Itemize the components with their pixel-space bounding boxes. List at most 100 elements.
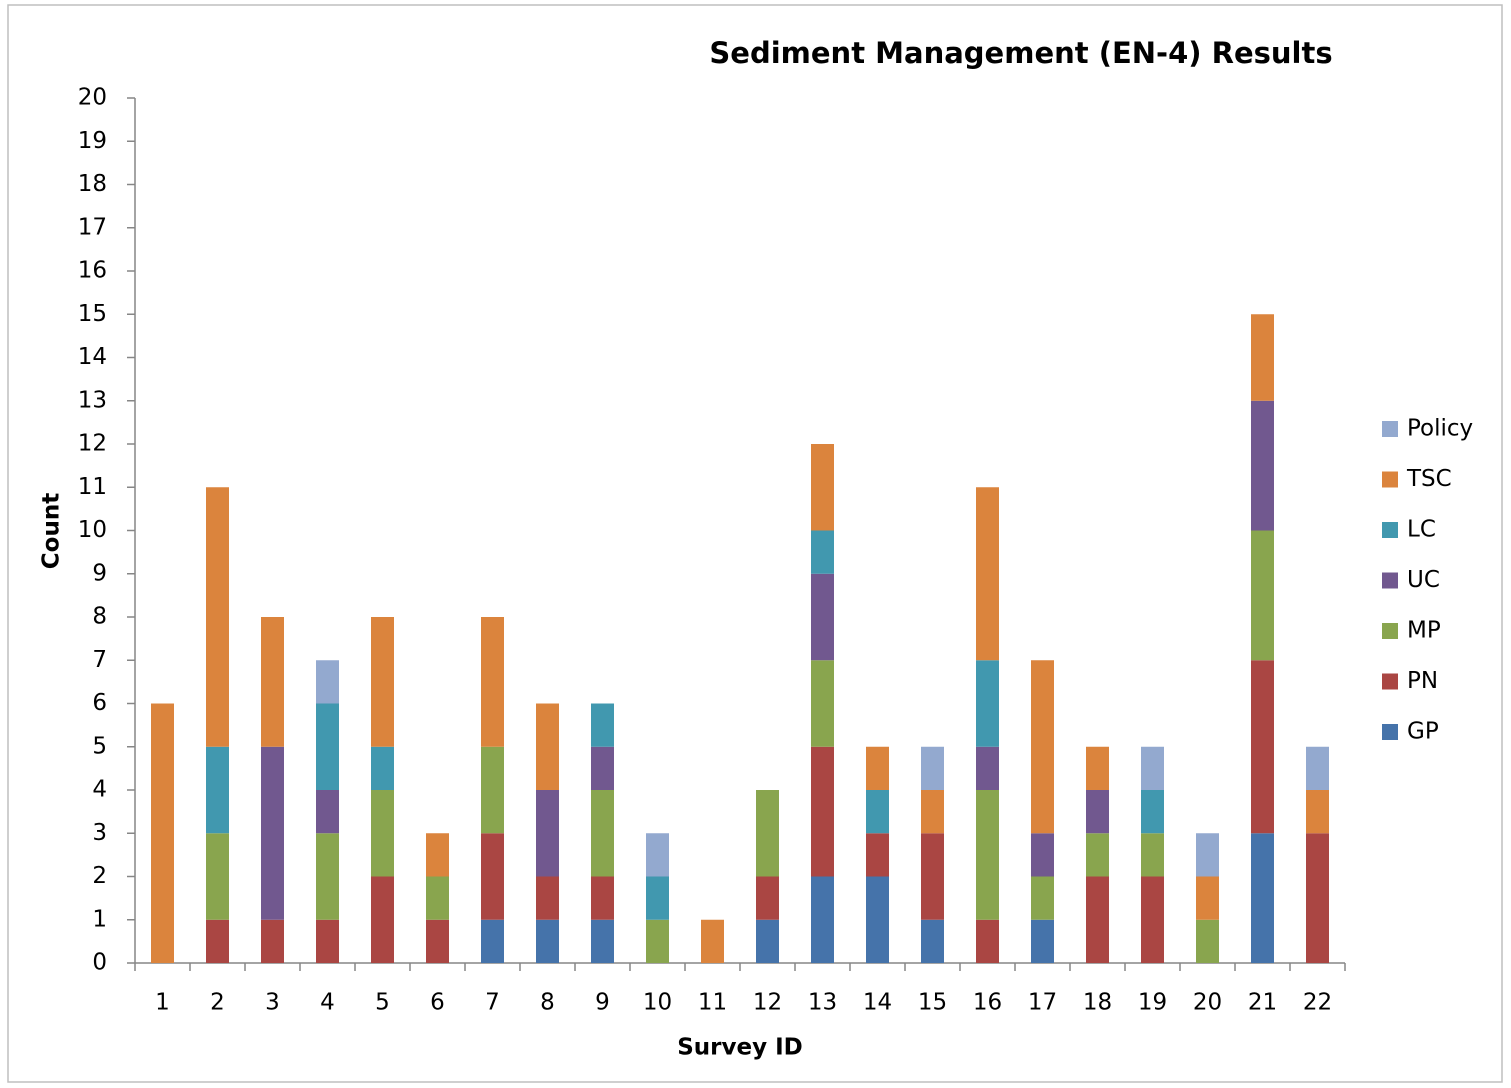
bar-segment [1196, 833, 1219, 877]
bar-segment [1196, 919, 1219, 963]
bar-segment [371, 790, 394, 877]
bar-segment [426, 876, 449, 920]
bar-segment [646, 833, 669, 877]
bar-segment [921, 746, 944, 790]
y-tick-label: 14 [78, 344, 107, 370]
bar-segment [756, 919, 779, 963]
legend-swatch [1382, 421, 1398, 437]
bar-segment [316, 660, 339, 704]
bar-segment [646, 876, 669, 920]
bar-segment [1141, 790, 1164, 834]
bar-segment [701, 919, 724, 963]
legend-label: UC [1407, 567, 1440, 593]
x-tick-label: 14 [863, 990, 892, 1016]
bar-segment [1031, 876, 1054, 920]
bar-segment [921, 833, 944, 920]
y-tick-label: 9 [92, 560, 107, 586]
y-tick-label: 1 [92, 906, 107, 932]
bar-segment [811, 530, 834, 574]
y-tick-label: 19 [78, 128, 107, 154]
x-tick-label: 3 [265, 990, 280, 1016]
bar-segment [151, 703, 174, 963]
bar-segment [206, 919, 229, 963]
bar-segment [481, 617, 504, 747]
y-tick-label: 8 [92, 604, 107, 630]
bar-segment [1086, 876, 1109, 963]
bar-segment [1251, 530, 1274, 661]
bar-segment [371, 617, 394, 747]
bar-segment [481, 746, 504, 834]
x-tick-label: 1 [155, 990, 170, 1016]
bar-segment [866, 876, 889, 963]
bar-segment [1141, 876, 1164, 963]
bar-segment [1086, 790, 1109, 834]
bar-segment [1031, 660, 1054, 834]
chart-frame [7, 4, 1503, 1083]
bar-segment [1141, 746, 1164, 790]
x-tick-label: 8 [540, 990, 555, 1016]
x-tick-label: 11 [698, 990, 727, 1016]
bar-segment [536, 703, 559, 790]
bar-segment [811, 876, 834, 963]
y-tick-label: 3 [92, 820, 107, 846]
y-tick-label: 5 [92, 733, 107, 759]
bar-segment [316, 790, 339, 834]
bar-segment [206, 833, 229, 920]
bar-segment [811, 444, 834, 531]
x-axis-label: Survey ID [677, 1035, 803, 1061]
bar-segment [1196, 876, 1219, 920]
bar-segment [591, 790, 614, 877]
bar-segment [316, 919, 339, 963]
y-tick-label: 15 [78, 301, 107, 327]
x-tick-label: 15 [918, 990, 947, 1016]
bar-segment [1141, 833, 1164, 877]
bar-segment [1251, 833, 1274, 963]
bar-segment [921, 919, 944, 963]
bar-segment [1251, 400, 1274, 531]
y-tick-label: 4 [92, 777, 107, 803]
bar-segment [1251, 314, 1274, 401]
legend-swatch [1382, 572, 1398, 589]
x-tick-label: 13 [808, 990, 837, 1016]
bar-segment [1251, 660, 1274, 834]
bar-segment [976, 746, 999, 790]
y-tick-label: 12 [78, 431, 107, 457]
bar-segment [591, 876, 614, 920]
bar-segment [206, 746, 229, 834]
x-tick-label: 17 [1028, 990, 1057, 1016]
legend-swatch [1382, 522, 1398, 538]
x-tick-label: 22 [1303, 990, 1332, 1016]
bar-segment [1086, 833, 1109, 877]
bar-segment [536, 876, 559, 920]
y-tick-label: 17 [78, 214, 107, 240]
bar-segment [481, 833, 504, 920]
legend-label: MP [1407, 618, 1441, 644]
bar-segment [976, 660, 999, 747]
bar-segment [811, 573, 834, 661]
bar-segment [1306, 833, 1329, 963]
bar-segment [756, 790, 779, 877]
bar-segment [261, 617, 284, 747]
legend-label: GP [1407, 719, 1439, 745]
bar-segment [426, 833, 449, 877]
x-tick-label: 21 [1248, 990, 1277, 1016]
x-tick-label: 9 [595, 990, 610, 1016]
bar-segment [976, 790, 999, 920]
bar-segment [921, 790, 944, 834]
bar-segment [261, 746, 284, 920]
y-tick-label: 2 [92, 863, 107, 889]
bar-segment [536, 790, 559, 877]
y-tick-label: 6 [92, 690, 107, 716]
bar-segment [811, 746, 834, 877]
y-tick-label: 0 [92, 950, 107, 976]
bar-segment [976, 487, 999, 661]
x-tick-label: 2 [210, 990, 225, 1016]
legend-swatch [1382, 673, 1398, 690]
y-tick-label: 13 [78, 387, 107, 413]
legend-swatch [1382, 623, 1398, 639]
bar-segment [1306, 746, 1329, 790]
bar-segment [206, 487, 229, 747]
bar-segment [811, 660, 834, 747]
bar-segment [1306, 790, 1329, 834]
